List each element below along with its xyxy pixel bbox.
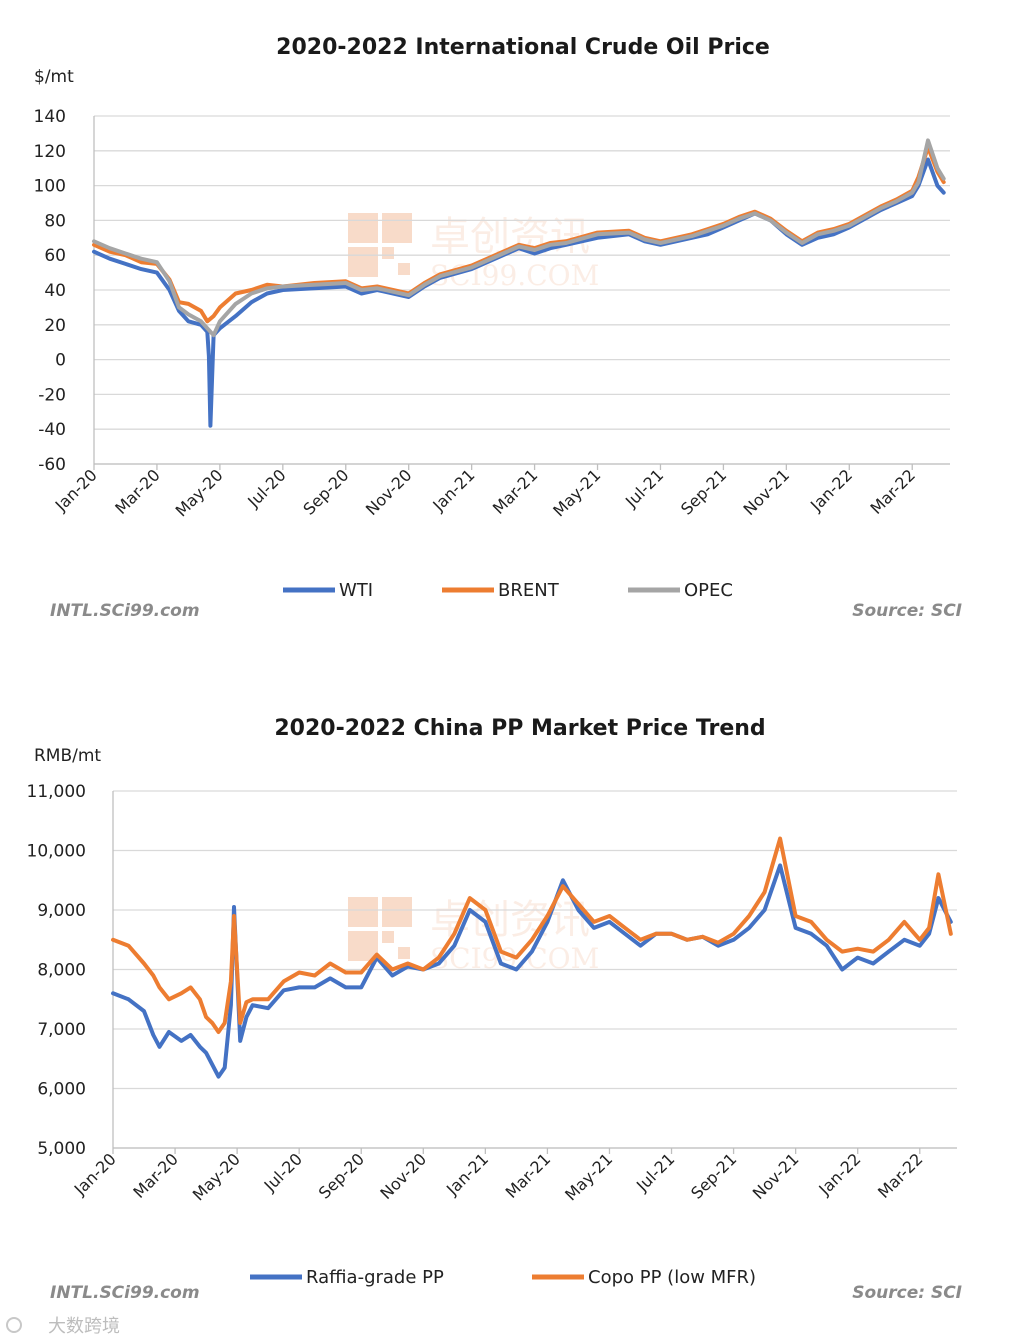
x-tick-label: Jan-21: [442, 1149, 492, 1199]
watermark: 卓创资讯 SCI99.COM: [348, 213, 599, 292]
x-tick-label: Jan-22: [814, 1149, 864, 1199]
x-tick-label: Mar-20: [111, 465, 164, 518]
x-axis-ticks: Jan-20 Mar-20 May-20 Jul-20 Sep-20 Nov-20 Jan-…: [51, 464, 919, 521]
x-tick-label: Jul-20: [243, 465, 289, 511]
corner-watermark: 大数跨境: [6, 1316, 120, 1337]
y-axis-label: RMB/mt: [34, 746, 101, 766]
series-lines: [111, 836, 953, 1079]
y-tick-label: 0: [55, 351, 66, 371]
y-tick-label: 20: [44, 316, 66, 336]
footer-source: Source: SCI: [852, 601, 962, 621]
legend: WTI BRENT OPEC: [283, 580, 733, 601]
y-tick-label: 9,000: [37, 901, 86, 921]
legend-label: WTI: [339, 580, 373, 601]
grid-lines: [112, 790, 957, 1149]
y-tick-label: 11,000: [27, 782, 86, 802]
corner-watermark-text: 大数跨境: [48, 1316, 120, 1337]
x-tick-label: May-20: [189, 1149, 244, 1204]
x-tick-label: Sep-21: [677, 465, 730, 518]
y-tick-label: 10,000: [27, 842, 86, 862]
x-tick-label: Jan-21: [428, 465, 478, 515]
footer-site: INTL.SCi99.com: [50, 1283, 200, 1303]
watermark-latin: SCI99.COM: [430, 259, 599, 292]
x-tick-label: Sep-20: [315, 1149, 368, 1202]
y-tick-label: 7,000: [37, 1020, 86, 1040]
series-line-copo-pp-low-mfr: [111, 836, 953, 1034]
x-tick-label: Mar-20: [129, 1149, 182, 1202]
x-tick-label: Nov-21: [749, 1149, 803, 1203]
legend-label: OPEC: [684, 580, 733, 601]
y-tick-label: 5,000: [37, 1139, 86, 1159]
crude-oil-chart: 2020-2022 International Crude Oil Price …: [34, 35, 962, 621]
x-tick-label: Nov-20: [376, 1149, 430, 1203]
x-tick-label: Mar-22: [867, 465, 920, 518]
corner-logo-icon: [6, 1317, 22, 1333]
y-tick-label: 40: [44, 281, 66, 301]
x-tick-label: Jul-20: [260, 1149, 306, 1195]
y-tick-label: 100: [34, 177, 66, 197]
x-tick-label: Jul-21: [632, 1149, 678, 1195]
legend-label: BRENT: [498, 580, 560, 601]
footer-source: Source: SCI: [852, 1283, 962, 1303]
series-line-wti: [92, 157, 946, 428]
chart-title: 2020-2022 China PP Market Price Trend: [274, 716, 765, 741]
chart-title: 2020-2022 International Crude Oil Price: [276, 35, 770, 60]
y-tick-label: 120: [34, 142, 66, 162]
x-tick-label: May-21: [549, 465, 604, 520]
series-line-opec: [92, 138, 946, 338]
y-axis-ticks: 11,000 10,000 9,000 8,000 7,000 6,000 5,000: [27, 782, 86, 1159]
x-tick-label: Mar-21: [502, 1149, 555, 1202]
x-tick-label: Jul-21: [621, 465, 667, 511]
y-axis-label: $/mt: [34, 67, 74, 87]
x-tick-label: May-21: [561, 1149, 616, 1204]
x-tick-label: Jan-22: [806, 465, 856, 515]
legend-label: Copo PP (low MFR): [588, 1267, 756, 1288]
legend: Raffia-grade PP Copo PP (low MFR): [250, 1267, 756, 1288]
series-lines: [92, 138, 946, 428]
x-tick-label: Nov-21: [739, 465, 793, 519]
y-axis-ticks: 140 120 100 80 60 40 20 0 -20 -40 -60: [34, 107, 66, 475]
y-tick-label: -60: [38, 455, 66, 475]
x-tick-label: Sep-21: [687, 1149, 740, 1202]
x-tick-label: Nov-20: [362, 465, 416, 519]
footer-site: INTL.SCi99.com: [50, 601, 200, 621]
y-tick-label: 8,000: [37, 961, 86, 981]
y-tick-label: 6,000: [37, 1080, 86, 1100]
legend-label: Raffia-grade PP: [306, 1267, 444, 1288]
x-tick-label: Sep-20: [299, 465, 352, 518]
y-tick-label: -40: [38, 420, 66, 440]
series-line-raffia-grade-pp: [111, 863, 953, 1079]
x-axis-ticks: Jan-20 Mar-20 May-20 Jul-20 Sep-20 Nov-20 Jan-…: [70, 1148, 927, 1205]
y-tick-label: 60: [44, 246, 66, 266]
y-tick-label: 80: [44, 211, 66, 231]
y-tick-label: 140: [34, 107, 66, 127]
x-tick-label: May-20: [172, 465, 227, 520]
china-pp-chart: 2020-2022 China PP Market Price Trend RM…: [27, 716, 962, 1303]
grid-lines: [93, 115, 950, 465]
x-tick-label: Mar-21: [489, 465, 542, 518]
y-tick-label: -20: [38, 385, 66, 405]
x-tick-label: Mar-22: [874, 1149, 927, 1202]
